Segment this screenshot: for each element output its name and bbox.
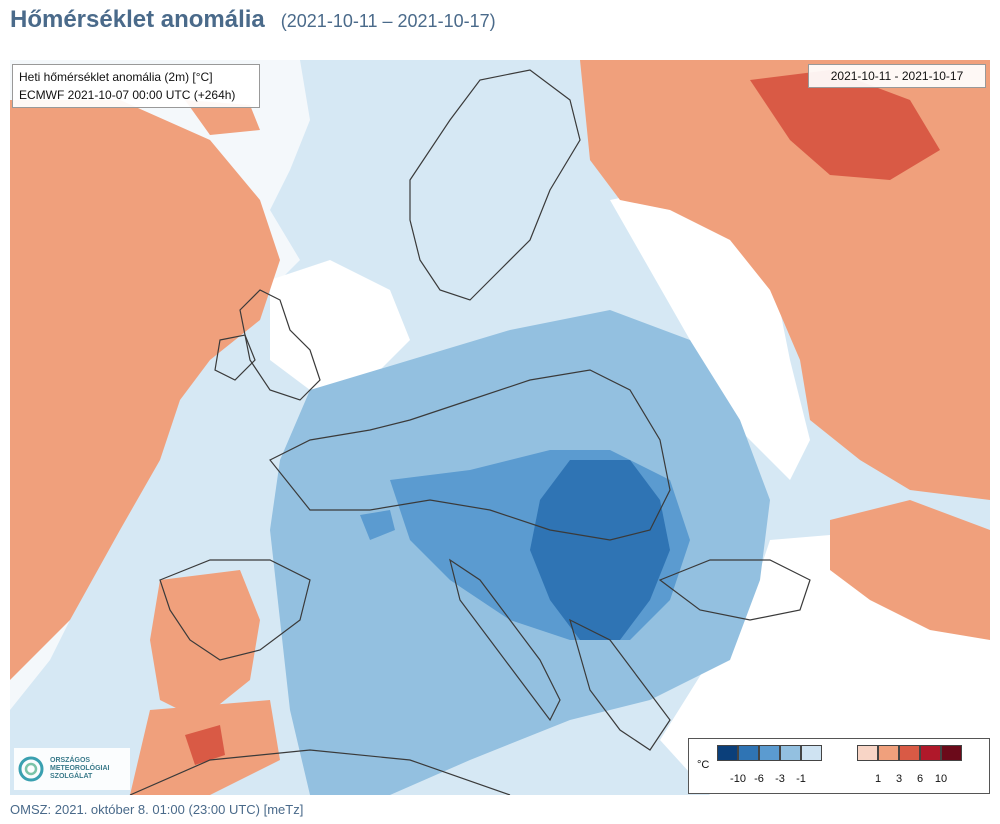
warm-anomaly-atlantic: [10, 100, 280, 680]
logo-line-2: METEOROLÓGIAI: [50, 765, 110, 772]
anomaly-map[interactable]: [10, 60, 990, 795]
coastline-black-sea: [658, 559, 811, 621]
logo-line-1: ORSZÁGOS: [50, 757, 91, 764]
page-header: Hőmérséklet anomália (2021-10-11 – 2021-…: [10, 6, 496, 40]
legend-swatch-warm-1: [878, 745, 899, 761]
near-zero-zone-channel: [270, 260, 410, 390]
legend-swatch-cold-3: [780, 745, 801, 761]
forecast-variable: Heti hőmérséklet anomália (2m) [°C]: [19, 70, 213, 84]
legend-tick-warm-0: 1: [874, 773, 882, 785]
legend-swatch-cold-0: [717, 745, 738, 761]
cold-anomaly-france: [360, 510, 395, 540]
legend-tick-warm-1: 3: [895, 773, 903, 785]
omsz-logo: ORSZÁGOS METEOROLÓGIAI SZOLGÁLAT: [14, 748, 130, 790]
legend-tick-cold-0: -10: [730, 773, 746, 785]
legend-swatch-warm-0: [857, 745, 878, 761]
coastline-layer: [129, 69, 811, 795]
coastline-scandinavia: [409, 69, 581, 301]
border-central-europe: [269, 369, 671, 541]
legend-swatch-warm-4: [941, 745, 962, 761]
omsz-swirl-icon: [18, 756, 44, 782]
legend-tick-cold-3: -1: [796, 773, 806, 785]
legend-tick-cold-2: -3: [775, 773, 785, 785]
omsz-logo-text: ORSZÁGOS METEOROLÓGIAI SZOLGÁLAT: [50, 757, 110, 781]
page-title: Hőmérséklet anomália: [10, 6, 265, 33]
map-date-box: 2021-10-11 - 2021-10-17: [808, 64, 986, 88]
legend-unit: °C: [697, 759, 710, 771]
header-date-range: (2021-10-11 – 2021-10-17): [280, 11, 496, 31]
warm-anomaly-core-africa: [185, 725, 225, 765]
legend-swatch-cold-2: [759, 745, 780, 761]
legend-tick-warm-3: 10: [934, 773, 948, 785]
warm-anomaly-iberia: [150, 570, 260, 720]
coastline-italy: [449, 558, 561, 722]
map-canvas: [10, 60, 990, 795]
coastline-iberia: [159, 559, 311, 661]
warm-anomaly-core-northeast: [750, 70, 940, 180]
coastline-north-africa: [129, 749, 511, 795]
forecast-model-run: ECMWF 2021-10-07 00:00 UTC (+264h): [19, 88, 236, 102]
footer-timestamp: OMSZ: 2021. október 8. 01:00 (23:00 UTC)…: [10, 802, 304, 817]
logo-line-3: SZOLGÁLAT: [50, 773, 93, 780]
coastline-balkans-greece: [569, 618, 671, 751]
coastline-great-britain: [239, 289, 321, 401]
legend-swatch-warm-3: [920, 745, 941, 761]
legend-swatch-cold-4: [801, 745, 822, 761]
forecast-info-box: Heti hőmérséklet anomália (2m) [°C] ECMW…: [12, 64, 260, 108]
warm-anomaly-caspian: [830, 500, 990, 640]
coastline-ireland: [214, 334, 256, 381]
legend-swatch-warm-2: [899, 745, 920, 761]
warm-anomaly-iceland: [185, 100, 260, 135]
legend-swatch-cold-1: [738, 745, 759, 761]
legend-tick-warm-2: 6: [916, 773, 924, 785]
color-legend: °C -10 -6 -3 -1 1 3 6 10: [688, 738, 990, 794]
legend-tick-cold-1: -6: [754, 773, 764, 785]
cold-anomaly-core-carpathians: [530, 460, 670, 640]
